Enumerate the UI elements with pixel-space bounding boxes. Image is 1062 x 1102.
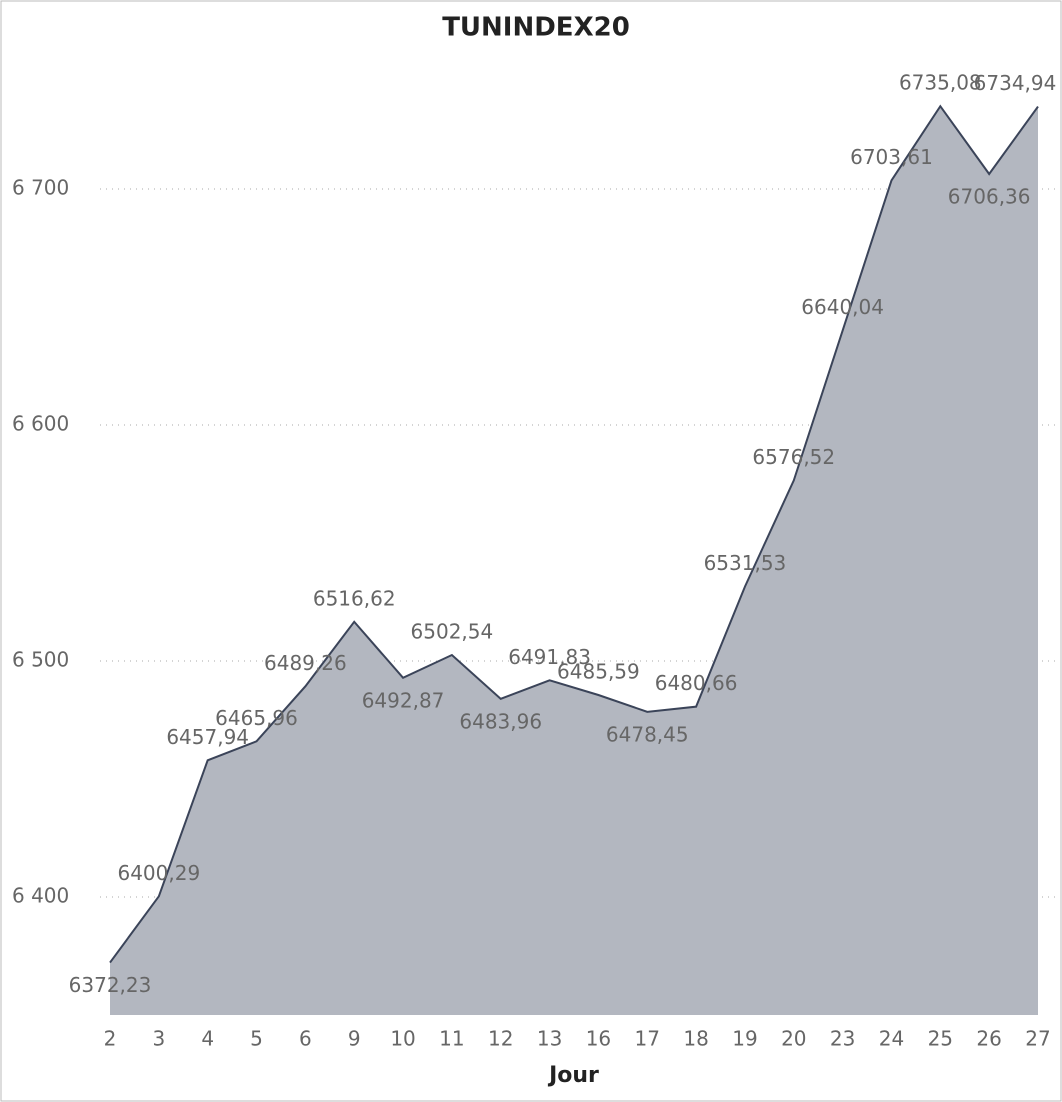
data-label: 6734,94 bbox=[974, 71, 1057, 95]
y-tick-label: 6 400 bbox=[12, 884, 69, 908]
data-label: 6485,59 bbox=[557, 660, 640, 684]
data-label: 6457,94 bbox=[166, 725, 249, 749]
x-tick-label: 4 bbox=[201, 1027, 214, 1051]
data-label: 6576,52 bbox=[752, 445, 835, 469]
x-tick-label: 18 bbox=[683, 1027, 708, 1051]
data-label: 6478,45 bbox=[606, 722, 689, 746]
chart-title: TUNINDEX20 bbox=[442, 13, 630, 43]
x-tick-label: 27 bbox=[1025, 1027, 1050, 1051]
data-label: 6372,23 bbox=[69, 973, 152, 997]
data-label: 6502,54 bbox=[411, 620, 494, 644]
y-tick-label: 6 600 bbox=[12, 412, 69, 436]
x-tick-label: 26 bbox=[976, 1027, 1001, 1051]
data-label: 6400,29 bbox=[117, 861, 200, 885]
data-label: 6465,96 bbox=[215, 706, 298, 730]
x-tick-label: 16 bbox=[586, 1027, 611, 1051]
x-axis-label: Jour bbox=[547, 1063, 599, 1088]
x-tick-label: 25 bbox=[928, 1027, 953, 1051]
x-tick-label: 24 bbox=[879, 1027, 904, 1051]
x-tick-label: 6 bbox=[299, 1027, 312, 1051]
data-label: 6735,08 bbox=[899, 71, 982, 95]
data-label: 6516,62 bbox=[313, 586, 396, 610]
data-label: 6703,61 bbox=[850, 145, 933, 169]
x-tick-label: 5 bbox=[250, 1027, 263, 1051]
x-tick-label: 17 bbox=[635, 1027, 660, 1051]
y-tick-label: 6 500 bbox=[12, 648, 69, 672]
x-tick-label: 19 bbox=[732, 1027, 757, 1051]
y-tick-label: 6 700 bbox=[12, 176, 69, 200]
data-label: 6483,96 bbox=[459, 709, 542, 733]
data-label: 6531,53 bbox=[704, 551, 787, 575]
data-label: 6492,87 bbox=[362, 688, 445, 712]
area bbox=[110, 106, 1038, 1016]
line bbox=[109, 104, 1039, 964]
x-tick-label: 20 bbox=[781, 1027, 806, 1051]
x-tick-label: 11 bbox=[439, 1027, 464, 1051]
data-label: 6489,26 bbox=[264, 651, 347, 675]
data-label: 6706,36 bbox=[948, 184, 1031, 208]
x-tick-label: 12 bbox=[488, 1027, 513, 1051]
x-tick-label: 23 bbox=[830, 1027, 855, 1051]
x-tick-label: 9 bbox=[348, 1027, 361, 1051]
x-tick-label: 3 bbox=[152, 1027, 165, 1051]
data-label: 6640,04 bbox=[801, 295, 884, 319]
data-label: 6480,66 bbox=[655, 671, 738, 695]
x-tick-label: 13 bbox=[537, 1027, 562, 1051]
x-tick-label: 2 bbox=[104, 1027, 117, 1051]
data-label: 6491,83 bbox=[508, 645, 591, 669]
x-tick-label: 10 bbox=[390, 1027, 415, 1051]
